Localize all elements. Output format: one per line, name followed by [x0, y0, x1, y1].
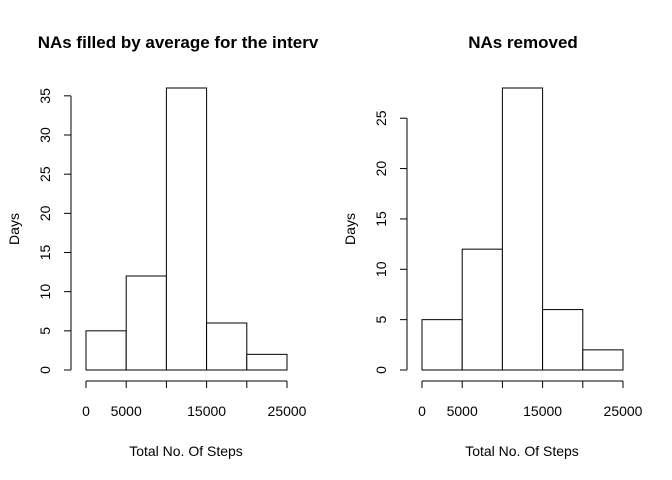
- histogram-panel-na-removed: NAs removed Total No. Of Steps Days 0 500…: [342, 33, 643, 459]
- y-tick-label: 10: [373, 261, 389, 277]
- y-tick-label: 35: [37, 88, 53, 104]
- histogram-bar: [501, 87, 544, 371]
- histogram-bar: [542, 309, 584, 371]
- y-tick-label: 0: [37, 366, 53, 374]
- y-axis-label: Days: [342, 213, 358, 245]
- y-axis-label: Days: [6, 213, 22, 245]
- y-tick-label: 20: [37, 205, 53, 221]
- histogram-bar: [125, 275, 167, 371]
- y-tick-label: 0: [373, 366, 389, 374]
- x-tick-label: 15000: [523, 403, 562, 419]
- x-axis-label: Total No. Of Steps: [129, 443, 243, 459]
- y-tick-label: 5: [373, 316, 389, 324]
- y-tick-label: 25: [373, 110, 389, 126]
- x-tick-label: 0: [82, 403, 90, 419]
- histogram-bar: [165, 87, 208, 371]
- y-tick-label: 15: [37, 245, 53, 261]
- y-tick-label: 10: [37, 284, 53, 300]
- chart-title: NAs filled by average for the interv: [38, 33, 319, 52]
- histogram-bar: [421, 319, 463, 371]
- histogram-bar: [246, 353, 288, 371]
- x-tick-label: 15000: [187, 403, 226, 419]
- x-tick-label: 5000: [111, 403, 142, 419]
- y-tick-label: 15: [373, 211, 389, 227]
- x-tick-label: 5000: [447, 403, 478, 419]
- x-tick-label: 25000: [268, 403, 307, 419]
- y-tick-label: 20: [373, 161, 389, 177]
- x-tick-label: 25000: [604, 403, 643, 419]
- histogram-bar: [582, 349, 624, 371]
- x-tick-label: 0: [418, 403, 426, 419]
- chart-title: NAs removed: [468, 33, 578, 52]
- histogram-bar: [206, 322, 248, 371]
- y-tick-label: 30: [37, 127, 53, 143]
- y-tick-label: 25: [37, 166, 53, 182]
- x-axis-label: Total No. Of Steps: [465, 443, 579, 459]
- histogram-panel-na-filled: NAs filled by average for the interv Tot…: [6, 33, 319, 459]
- y-tick-label: 5: [37, 327, 53, 335]
- histogram-bar: [461, 248, 503, 371]
- histogram-bar: [85, 330, 127, 371]
